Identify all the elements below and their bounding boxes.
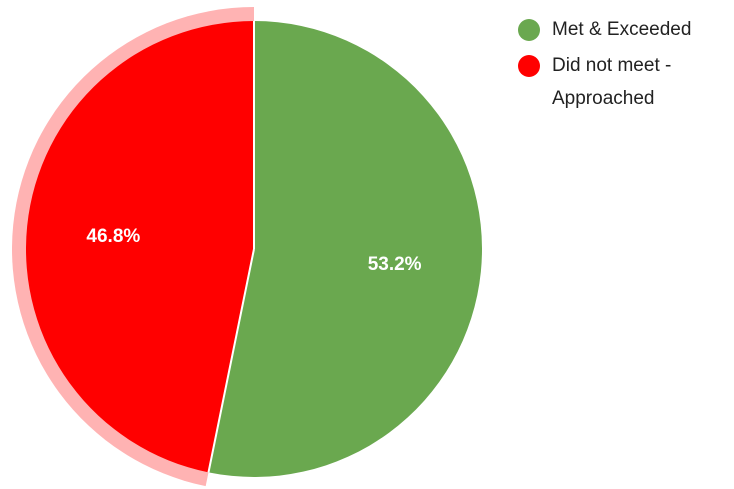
slice-did-not-meet[interactable]	[25, 21, 254, 473]
slice-divider	[207, 248, 255, 473]
legend-label: Met & Exceeded	[552, 19, 692, 40]
slice-met-exceeded[interactable]	[208, 21, 482, 477]
legend-marker-icon	[518, 19, 540, 41]
legend-marker-icon	[518, 55, 540, 77]
legend-item-did-not-meet[interactable]: Did not meet - Approached	[518, 54, 728, 115]
legend: Met & Exceeded Did not meet - Approached	[518, 18, 728, 123]
legend-item-met-exceeded[interactable]: Met & Exceeded	[518, 18, 728, 46]
legend-label: Did not meet - Approached	[552, 55, 672, 109]
slice-label-did-not-meet: 46.8%	[86, 226, 140, 247]
slice-label-met-exceeded: 53.2%	[368, 254, 422, 275]
